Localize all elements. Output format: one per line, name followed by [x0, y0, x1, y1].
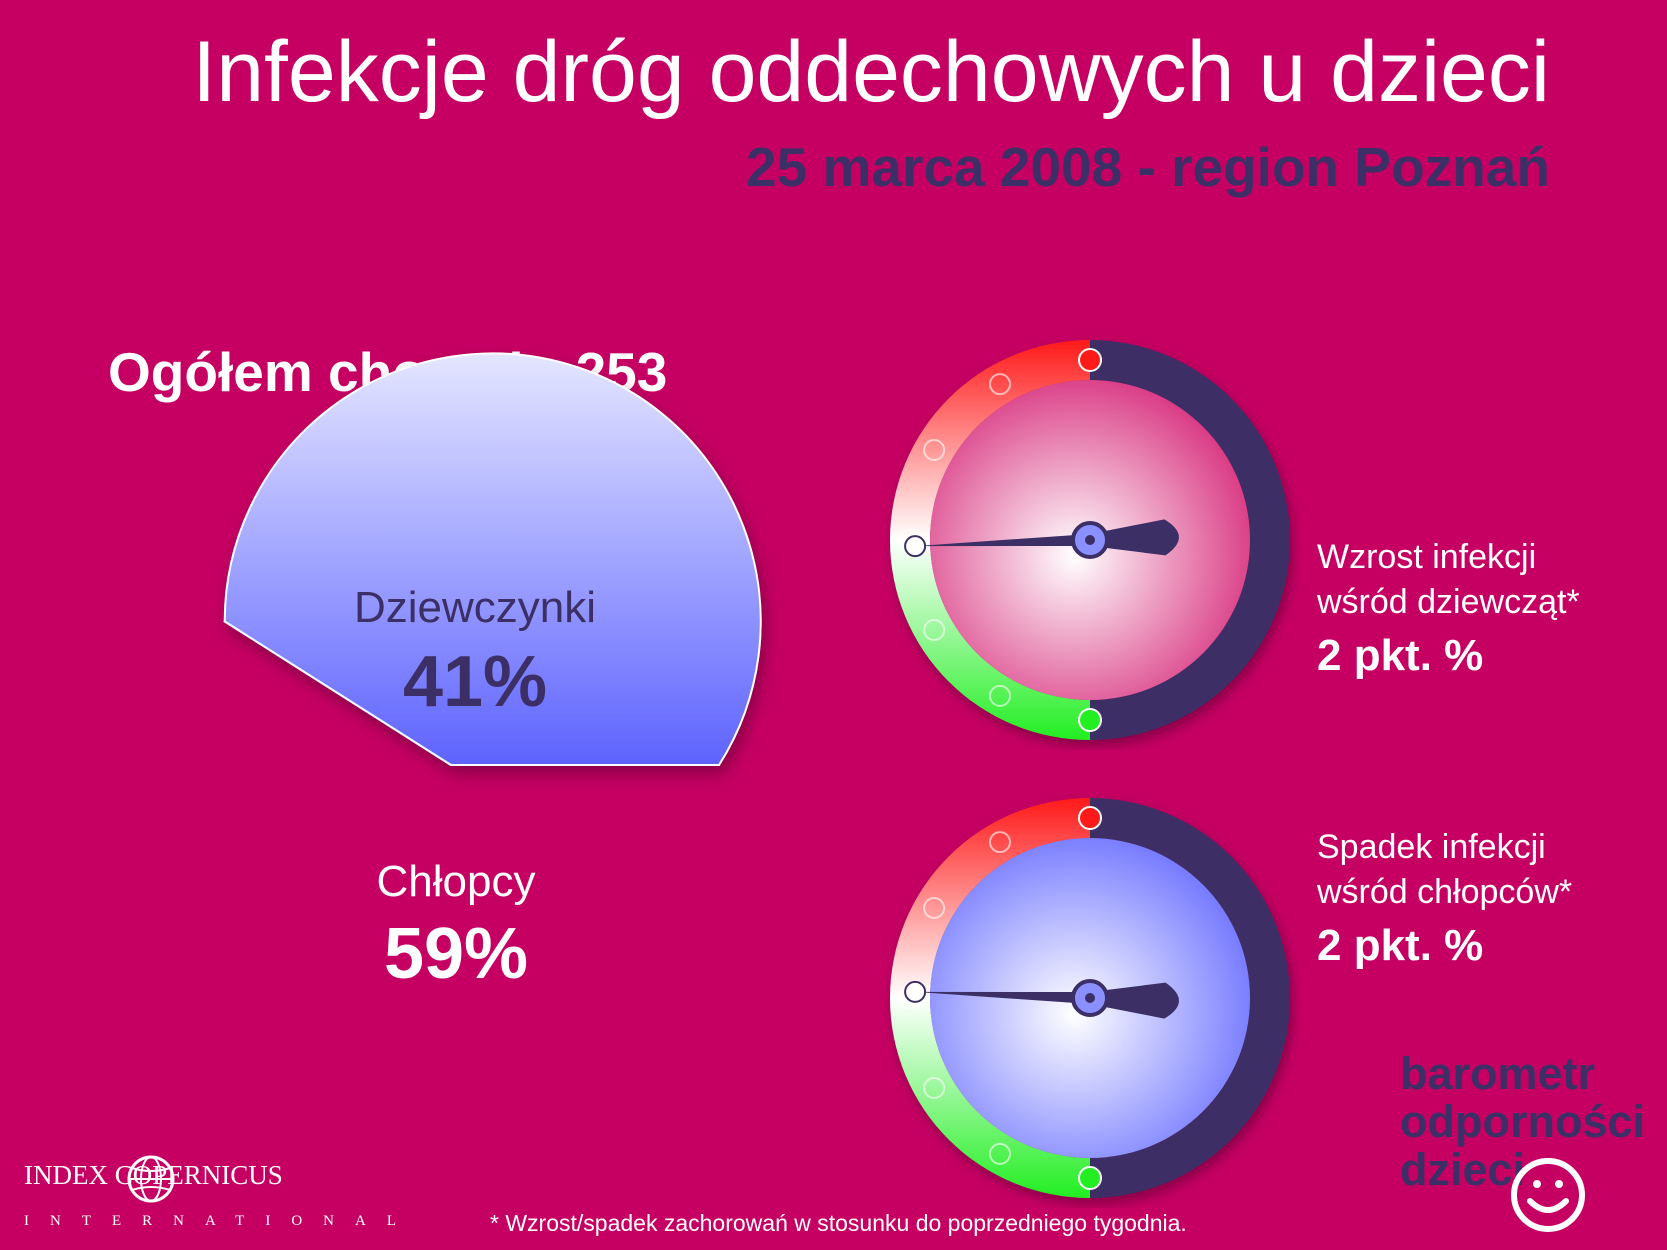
gauge-girls-caption-line1: Wzrost infekcji [1317, 538, 1537, 576]
globe-icon [127, 1155, 175, 1203]
gauge-boys-caption-line1: Spadek infekcji [1317, 828, 1546, 866]
page-subtitle: 25 marca 2008 - region Poznań [746, 136, 1550, 198]
gauge-tick-dot [1078, 708, 1102, 732]
gauge-tick-dot [989, 831, 1011, 854]
gauge-boys [890, 798, 1290, 1198]
brand-line-2: odporności [1400, 1096, 1645, 1147]
footnote: * Wzrost/spadek zachorowań w stosunku do… [490, 1210, 1187, 1236]
gauge-needle-tip [904, 535, 927, 558]
gauge-needle [915, 519, 1179, 556]
smiley-icon [1511, 1158, 1585, 1232]
gauge-tick-dot [1078, 1166, 1102, 1190]
gauge-girls-value: 2 pkt. % [1317, 631, 1484, 680]
gauge-boys-value: 2 pkt. % [1317, 921, 1484, 970]
gauge-tick-dot [989, 373, 1011, 396]
gauge-boys-caption-line2: wśród chłopców* [1317, 873, 1573, 911]
gauge-tick-dot [923, 1077, 946, 1099]
gauge-needle [915, 982, 1179, 1019]
gauge-girls-caption-line2: wśród dziewcząt* [1317, 583, 1580, 621]
gauge-tick-dot [923, 439, 946, 461]
publisher-name: INDEX COPERNICUS [24, 1160, 283, 1190]
gauge-tick-dot [1078, 348, 1102, 372]
gauge-girls [890, 340, 1290, 740]
gauge-tick-dot [923, 897, 946, 919]
publisher-subtitle: INTERNATIONAL [24, 1213, 417, 1229]
gauge-tick-dot [989, 1142, 1011, 1165]
gauge-tick-dot [989, 684, 1011, 707]
gauge-scale-arc [890, 798, 1090, 1198]
brand-logo: barometr odporności dzieci [1400, 1050, 1645, 1194]
brand-line-3: dzieci [1400, 1144, 1526, 1195]
gauge-scale-arc [890, 340, 1090, 740]
brand-line-1: barometr [1400, 1048, 1596, 1099]
pie-value-boys: 59% [384, 914, 528, 994]
publisher-logo: INDEX COPERNICUS [24, 1160, 283, 1191]
gauge-hub-center [1085, 993, 1095, 1003]
gauge-tick-dot [923, 619, 946, 641]
page-title: Infekcje dróg oddechowych u dzieci [192, 24, 1550, 120]
gauge-hub-center [1085, 535, 1095, 545]
pie-slice-boys [223, 352, 762, 766]
gauge-needle-tip [904, 980, 927, 1003]
gauge-dark-arc [1090, 340, 1290, 740]
pie-value-girls: 41% [403, 642, 547, 722]
gauge-tick-dot [1078, 806, 1102, 830]
pie-label-boys: Chłopcy [377, 857, 536, 906]
pie-label-girls: Dziewczynki [354, 583, 596, 632]
gauge-dark-arc [1090, 798, 1290, 1198]
